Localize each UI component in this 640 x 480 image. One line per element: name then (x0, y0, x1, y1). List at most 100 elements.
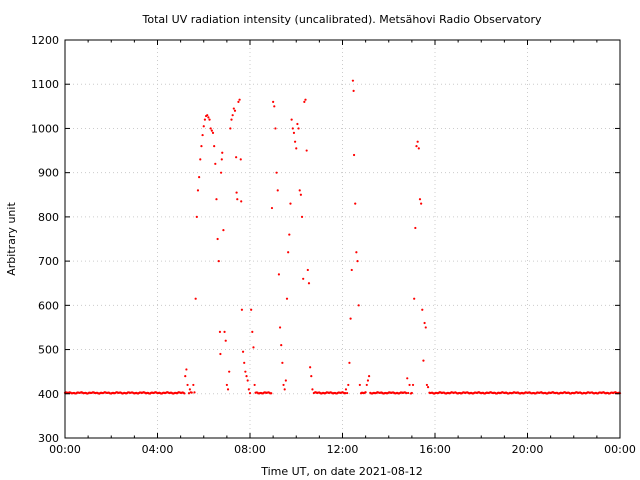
data-point (272, 100, 275, 104)
data-point (410, 391, 413, 395)
data-point (200, 145, 203, 148)
data-point (193, 391, 196, 394)
data-point (190, 391, 193, 394)
data-point (246, 379, 249, 382)
data-point (295, 147, 298, 150)
data-point (224, 339, 227, 342)
x-tick-label: 00:00 (49, 443, 81, 456)
data-point (416, 140, 419, 143)
x-tick-label: 00:00 (604, 443, 636, 456)
data-point (356, 260, 359, 263)
data-point (228, 370, 231, 373)
data-point (348, 361, 351, 364)
data-point (367, 374, 371, 378)
data-point (352, 89, 355, 92)
data-point (207, 116, 210, 119)
data-point (194, 297, 197, 300)
data-point (411, 383, 415, 387)
data-point (364, 391, 367, 394)
data-point (283, 388, 286, 391)
data-point (198, 175, 201, 179)
data-point (188, 388, 191, 391)
data-point (270, 206, 274, 210)
data-point (288, 233, 291, 236)
y-axis-title: Arbitrary unit (5, 202, 18, 276)
data-point (293, 140, 297, 143)
data-point (277, 273, 281, 276)
data-point (408, 383, 411, 387)
data-point (223, 330, 226, 333)
data-point (298, 189, 301, 192)
data-point (299, 193, 302, 196)
data-point (350, 268, 353, 272)
x-axis-title: Time UT, on date 2021-08-12 (260, 465, 423, 478)
data-point (281, 361, 284, 364)
data-point (199, 158, 202, 161)
data-point (222, 229, 225, 232)
data-point (420, 202, 423, 205)
data-point (231, 114, 234, 117)
data-point (215, 198, 218, 201)
data-point (219, 352, 222, 356)
data-point (285, 297, 289, 300)
data-point (351, 79, 355, 82)
data-point (247, 388, 250, 391)
data-point (250, 308, 253, 311)
data-points (63, 79, 622, 395)
data-point (217, 260, 220, 263)
axis-ticks: 00:00 04:00 08:00 12:00 16:00 20:00 00:0030040… (31, 34, 636, 456)
data-point (280, 344, 283, 347)
data-point (305, 149, 308, 152)
data-point (355, 251, 358, 254)
y-tick-label: 500 (38, 344, 59, 357)
data-point (221, 151, 224, 154)
data-point (238, 98, 241, 101)
data-point (310, 374, 313, 378)
data-point (218, 330, 222, 333)
data-point (252, 346, 255, 349)
y-tick-label: 600 (38, 299, 59, 312)
data-point (186, 383, 189, 387)
data-point (229, 127, 232, 130)
x-tick-label: 12:00 (327, 443, 359, 456)
x-tick-label: 20:00 (512, 443, 544, 456)
data-point (202, 125, 205, 128)
data-point (184, 374, 187, 378)
y-tick-label: 1000 (31, 122, 59, 135)
data-point (253, 383, 256, 387)
data-point (210, 129, 213, 132)
y-tick-label: 400 (38, 388, 59, 401)
data-point (241, 350, 245, 353)
data-point (183, 392, 186, 395)
data-point (291, 127, 294, 130)
data-point (346, 391, 349, 395)
data-point (251, 330, 254, 333)
data-point (358, 383, 361, 387)
data-point (311, 388, 314, 391)
data-point (230, 118, 233, 121)
data-point (347, 383, 350, 387)
data-point (209, 127, 212, 130)
data-point (406, 377, 409, 380)
data-point (405, 392, 408, 395)
y-tick-label: 1200 (31, 34, 59, 47)
y-tick-label: 900 (38, 167, 59, 180)
data-point (244, 370, 247, 373)
data-point (274, 127, 277, 130)
data-point (282, 383, 285, 387)
data-point (307, 282, 311, 285)
data-point (273, 105, 276, 108)
data-point (226, 388, 230, 391)
data-point (344, 388, 348, 391)
data-point (292, 131, 296, 134)
data-point (303, 100, 306, 104)
data-point (417, 147, 420, 150)
chart-title: Total UV radiation intensity (uncalibrat… (142, 13, 542, 26)
data-point (214, 162, 217, 165)
x-tick-label: 08:00 (234, 443, 266, 456)
data-point (344, 392, 347, 395)
data-point (304, 98, 307, 101)
data-point (354, 202, 357, 205)
